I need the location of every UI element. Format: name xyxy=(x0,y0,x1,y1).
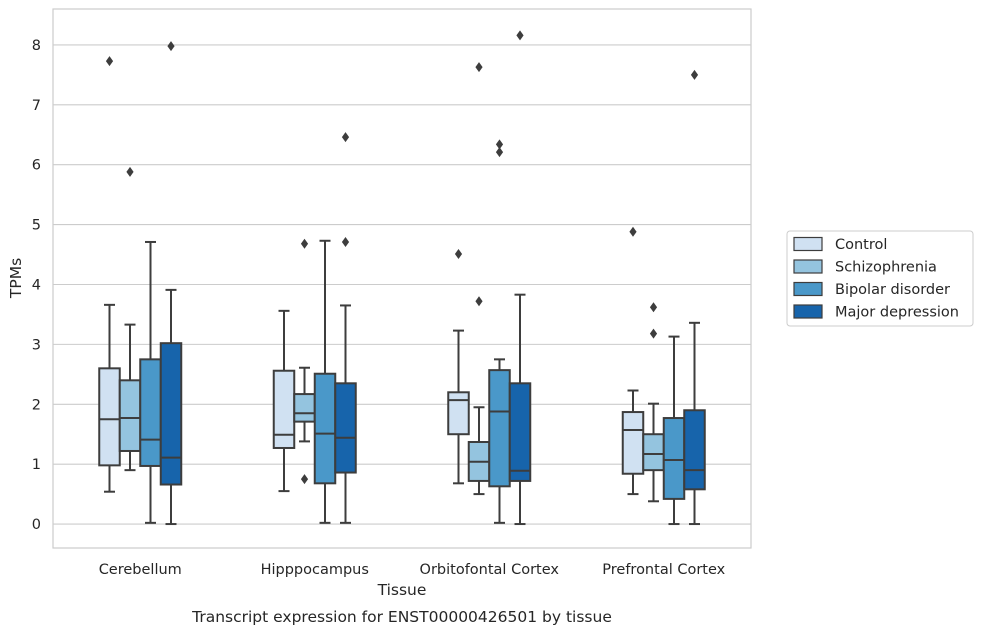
outlier-point xyxy=(495,147,504,158)
x-tick-label: Cerebellum xyxy=(99,562,182,578)
outlier-point xyxy=(341,132,350,143)
y-tick-label: 1 xyxy=(32,457,41,473)
box-iqr xyxy=(293,393,316,423)
outlier-point xyxy=(475,296,483,307)
outlier-point xyxy=(649,302,658,313)
box-iqr xyxy=(118,379,142,452)
box-major-depression xyxy=(508,30,532,526)
box-groups xyxy=(98,30,706,526)
box-iqr xyxy=(139,358,162,467)
box-major-depression xyxy=(334,132,357,524)
box-bipolar-disorder xyxy=(488,139,511,524)
box-iqr xyxy=(683,409,706,491)
box-schizophrenia xyxy=(293,238,316,485)
legend: Control Schizophrenia Bipolar disorder Majo… xyxy=(786,230,974,327)
box-control xyxy=(98,56,121,493)
box-control xyxy=(272,309,296,493)
outlier-point xyxy=(495,139,504,150)
legend-label: Control xyxy=(835,237,887,253)
x-tick-labels: Cerebellum Hipppocampus Orbitofontal Corte… xyxy=(99,562,726,578)
box-iqr xyxy=(642,433,665,472)
outlier-point xyxy=(475,62,483,73)
chart-caption: Transcript expression for ENST0000042650… xyxy=(191,608,612,626)
box-iqr xyxy=(98,367,121,467)
legend-swatch xyxy=(793,236,823,252)
outlier-point xyxy=(167,41,175,52)
legend-swatch xyxy=(793,281,823,297)
box-major-depression xyxy=(683,69,706,526)
plot-frame xyxy=(52,8,752,549)
y-tick-label: 4 xyxy=(32,277,41,293)
legend-swatch xyxy=(793,259,823,274)
box-schizophrenia xyxy=(467,62,491,496)
outlier-point xyxy=(690,69,699,80)
box-iqr xyxy=(508,382,532,482)
legend-label: Bipolar disorder xyxy=(835,282,950,298)
legend-swatch xyxy=(793,304,823,319)
y-tick-label: 3 xyxy=(32,337,41,353)
box-bipolar-disorder xyxy=(139,240,162,524)
box-schizophrenia xyxy=(118,166,142,472)
box-major-depression xyxy=(159,41,183,526)
x-tick-label: Orbitofontal Cortex xyxy=(420,562,560,578)
outlier-point xyxy=(454,248,463,259)
box-iqr xyxy=(488,369,511,488)
x-tick-label: Prefrontal Cortex xyxy=(602,562,725,578)
legend-label: Major depression xyxy=(835,305,959,321)
outlier-point xyxy=(516,30,524,41)
outlier-point xyxy=(649,328,658,339)
box-bipolar-disorder xyxy=(313,239,337,524)
box-control xyxy=(447,248,470,485)
box-bipolar-disorder xyxy=(662,335,686,526)
outlier-point xyxy=(300,238,309,249)
box-iqr xyxy=(447,391,470,436)
box-iqr xyxy=(313,372,337,485)
x-tick-label: Hipppocampus xyxy=(261,562,369,578)
y-tick-label: 6 xyxy=(32,158,41,174)
box-iqr xyxy=(272,369,296,449)
y-axis-label: TPMs xyxy=(7,258,25,299)
outlier-point xyxy=(105,56,114,67)
x-axis-label: Tissue xyxy=(377,581,427,599)
box-iqr xyxy=(159,342,183,486)
box-schizophrenia xyxy=(642,302,665,503)
y-tick-label: 7 xyxy=(32,98,41,114)
y-tick-label: 8 xyxy=(32,38,41,54)
box-control xyxy=(621,226,645,496)
y-tick-label: 2 xyxy=(32,397,41,413)
y-tick-labels: 0 1 2 3 4 5 6 7 8 xyxy=(32,38,41,533)
box-iqr xyxy=(334,382,357,474)
legend-frame xyxy=(786,230,974,327)
y-tick-label: 0 xyxy=(32,517,41,533)
y-tick-label: 5 xyxy=(32,218,41,234)
box-iqr xyxy=(621,411,645,475)
outlier-point xyxy=(341,236,350,247)
outlier-point xyxy=(300,474,309,485)
outlier-point xyxy=(126,166,134,177)
outlier-point xyxy=(629,226,637,237)
legend-label: Schizophrenia xyxy=(835,260,937,276)
box-iqr xyxy=(662,417,686,500)
